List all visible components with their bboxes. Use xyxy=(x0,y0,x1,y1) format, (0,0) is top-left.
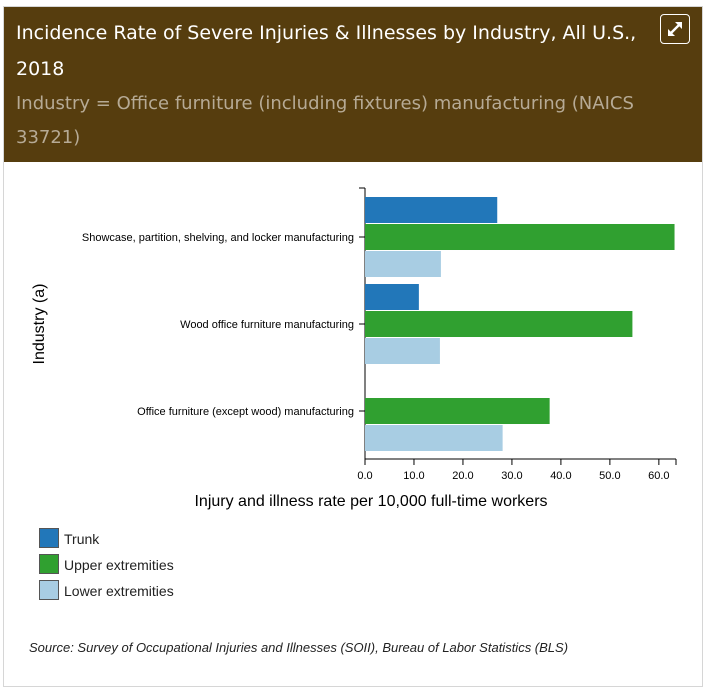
chart-subtitle: Industry = Office furniture (including f… xyxy=(16,93,634,148)
expand-button[interactable] xyxy=(660,14,690,44)
bar-upper-extremities-1 xyxy=(365,311,633,337)
expand-icon xyxy=(668,22,682,36)
legend-swatch-upper-extremities xyxy=(39,554,59,574)
bar-lower-extremities-0 xyxy=(365,251,441,277)
x-tick-label-1: 10.0 xyxy=(403,470,424,482)
chart-title: Incidence Rate of Severe Injuries & Illn… xyxy=(16,22,637,80)
legend-label-upper-extremities: Upper extremities xyxy=(64,557,174,573)
x-tick-label-4: 40.0 xyxy=(550,470,571,482)
legend-swatch-trunk xyxy=(39,528,59,548)
source-note: Source: Survey of Occupational Injuries … xyxy=(29,640,569,655)
x-tick-label-5: 50.0 xyxy=(599,470,620,482)
legend-label-lower-extremities: Lower extremities xyxy=(64,583,174,599)
legend-label-trunk: Trunk xyxy=(64,531,100,547)
bar-lower-extremities-2 xyxy=(365,425,503,451)
x-tick-label-3: 30.0 xyxy=(501,470,522,482)
legend-swatch-lower-extremities xyxy=(39,580,59,600)
y-axis-title: Industry (a) xyxy=(31,284,48,365)
y-tick-label-1: Wood office furniture manufacturing xyxy=(180,319,354,331)
bar-upper-extremities-0 xyxy=(365,224,675,250)
chart-header: Incidence Rate of Severe Injuries & Illn… xyxy=(4,7,702,162)
x-tick-label-6: 60.0 xyxy=(648,470,669,482)
x-tick-label-2: 20.0 xyxy=(452,470,473,482)
y-tick-label-0: Showcase, partition, shelving, and locke… xyxy=(82,232,354,244)
bar-trunk-1 xyxy=(365,284,419,310)
y-tick-label-2: Office furniture (except wood) manufactu… xyxy=(137,406,354,418)
bar-trunk-0 xyxy=(365,197,498,223)
x-axis-title: Injury and illness rate per 10,000 full-… xyxy=(194,493,547,510)
bar-lower-extremities-1 xyxy=(365,338,440,364)
bar-upper-extremities-2 xyxy=(365,398,550,424)
x-tick-label-0: 0.0 xyxy=(357,470,372,482)
chart-card: Incidence Rate of Severe Injuries & Illn… xyxy=(3,6,703,687)
